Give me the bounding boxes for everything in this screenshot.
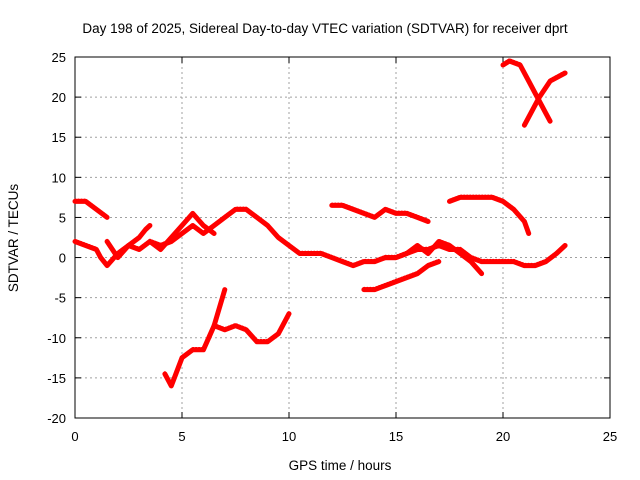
series-marks-trace-12	[523, 70, 566, 124]
y-tick-label: 0	[59, 251, 66, 266]
y-tick-label: 25	[52, 50, 66, 65]
plot-frame	[74, 56, 611, 419]
y-tick-label: -15	[47, 371, 66, 386]
series-marks-trace-4	[149, 210, 215, 249]
y-tick-label: 5	[59, 210, 66, 225]
series-marks-trace-10	[448, 194, 530, 233]
y-axis-label: SDTVAR / TECUs	[6, 184, 21, 293]
x-tick-label: 10	[282, 429, 296, 444]
series-line-trace-6	[211, 311, 292, 345]
y-tick-label: 10	[52, 170, 66, 185]
x-tick-label: 25	[603, 429, 617, 444]
y-tick-label: 20	[52, 90, 66, 105]
y-tick-label: -20	[47, 411, 66, 426]
chart-title: Day 198 of 2025, Sidereal Day-to-day VTE…	[82, 21, 567, 36]
series-line-trace-12	[521, 70, 568, 128]
series-marks-trace-1	[74, 198, 108, 217]
x-tick-label: 0	[71, 429, 78, 444]
series-line-trace-8	[361, 259, 442, 293]
series-marks-trace-9	[384, 238, 483, 273]
x-axis-label: GPS time / hours	[289, 458, 392, 473]
series-line-trace-10	[447, 194, 532, 236]
series-line-trace-3	[104, 223, 153, 261]
series-marks-trace-6	[213, 310, 290, 341]
data-series	[72, 58, 568, 389]
series-line-trace-11	[500, 58, 553, 124]
series-marks-trace-3	[106, 222, 151, 257]
series-marks-trace-5	[164, 286, 226, 385]
x-axis-ticks: 0 5 10 15 20 25	[71, 57, 617, 444]
y-tick-label: -5	[54, 291, 66, 306]
series-line-trace-9	[382, 239, 485, 277]
series-marks-trace-11	[502, 58, 551, 120]
series-line-trace-7	[329, 202, 431, 224]
x-tick-label: 20	[496, 429, 510, 444]
series-marks-trace-7	[331, 202, 429, 221]
series-line-trace-1	[72, 198, 110, 220]
x-tick-label: 5	[178, 429, 185, 444]
x-tick-label: 15	[389, 429, 403, 444]
series-line-trace-4	[147, 210, 217, 252]
series-marks-trace-8	[363, 258, 440, 289]
y-tick-label: 15	[52, 130, 66, 145]
y-axis-ticks: -20 -15 -10 -5 0 5 10 15 20 25	[47, 50, 610, 426]
y-tick-label: -10	[47, 331, 66, 346]
